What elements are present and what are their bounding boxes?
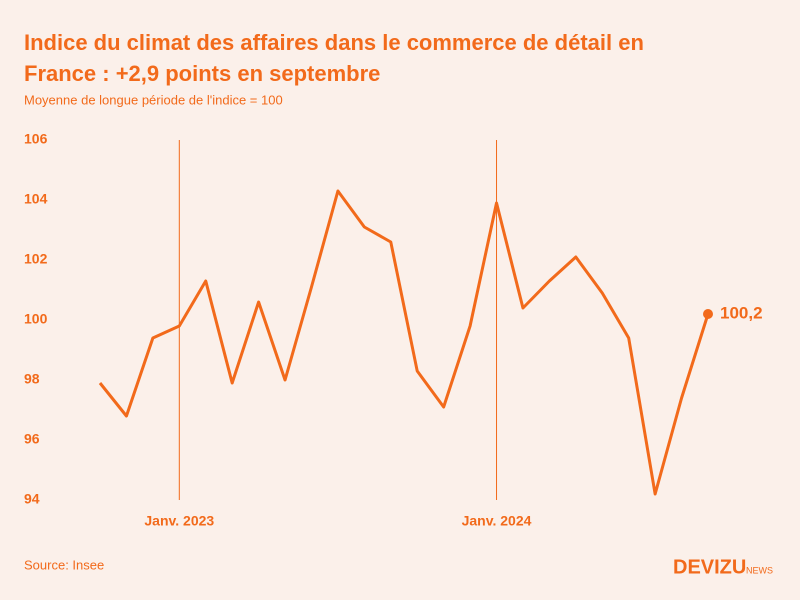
value-label: 100,2 bbox=[720, 303, 763, 322]
end-point bbox=[703, 309, 713, 319]
y-tick-label: 96 bbox=[24, 431, 40, 447]
chart-title: Indice du climat des affaires dans le co… bbox=[24, 30, 644, 55]
y-tick-label: 98 bbox=[24, 371, 40, 387]
y-tick-label: 100 bbox=[24, 311, 48, 327]
source: Source: Insee bbox=[24, 557, 104, 572]
x-tick-label: Janv. 2024 bbox=[462, 513, 532, 529]
y-tick-label: 94 bbox=[24, 491, 40, 507]
chart-title: France : +2,9 points en septembre bbox=[24, 61, 380, 86]
line bbox=[98, 189, 710, 496]
x-tick-label: Janv. 2023 bbox=[144, 513, 214, 529]
brand-suffix: NEWS bbox=[746, 565, 773, 575]
chart-subtitle: Moyenne de longue période de l'indice = … bbox=[24, 92, 283, 107]
y-tick-label: 104 bbox=[24, 191, 48, 207]
brand: DEVIZU bbox=[673, 556, 746, 578]
y-tick-label: 102 bbox=[24, 251, 48, 267]
y-tick-label: 106 bbox=[24, 131, 48, 147]
